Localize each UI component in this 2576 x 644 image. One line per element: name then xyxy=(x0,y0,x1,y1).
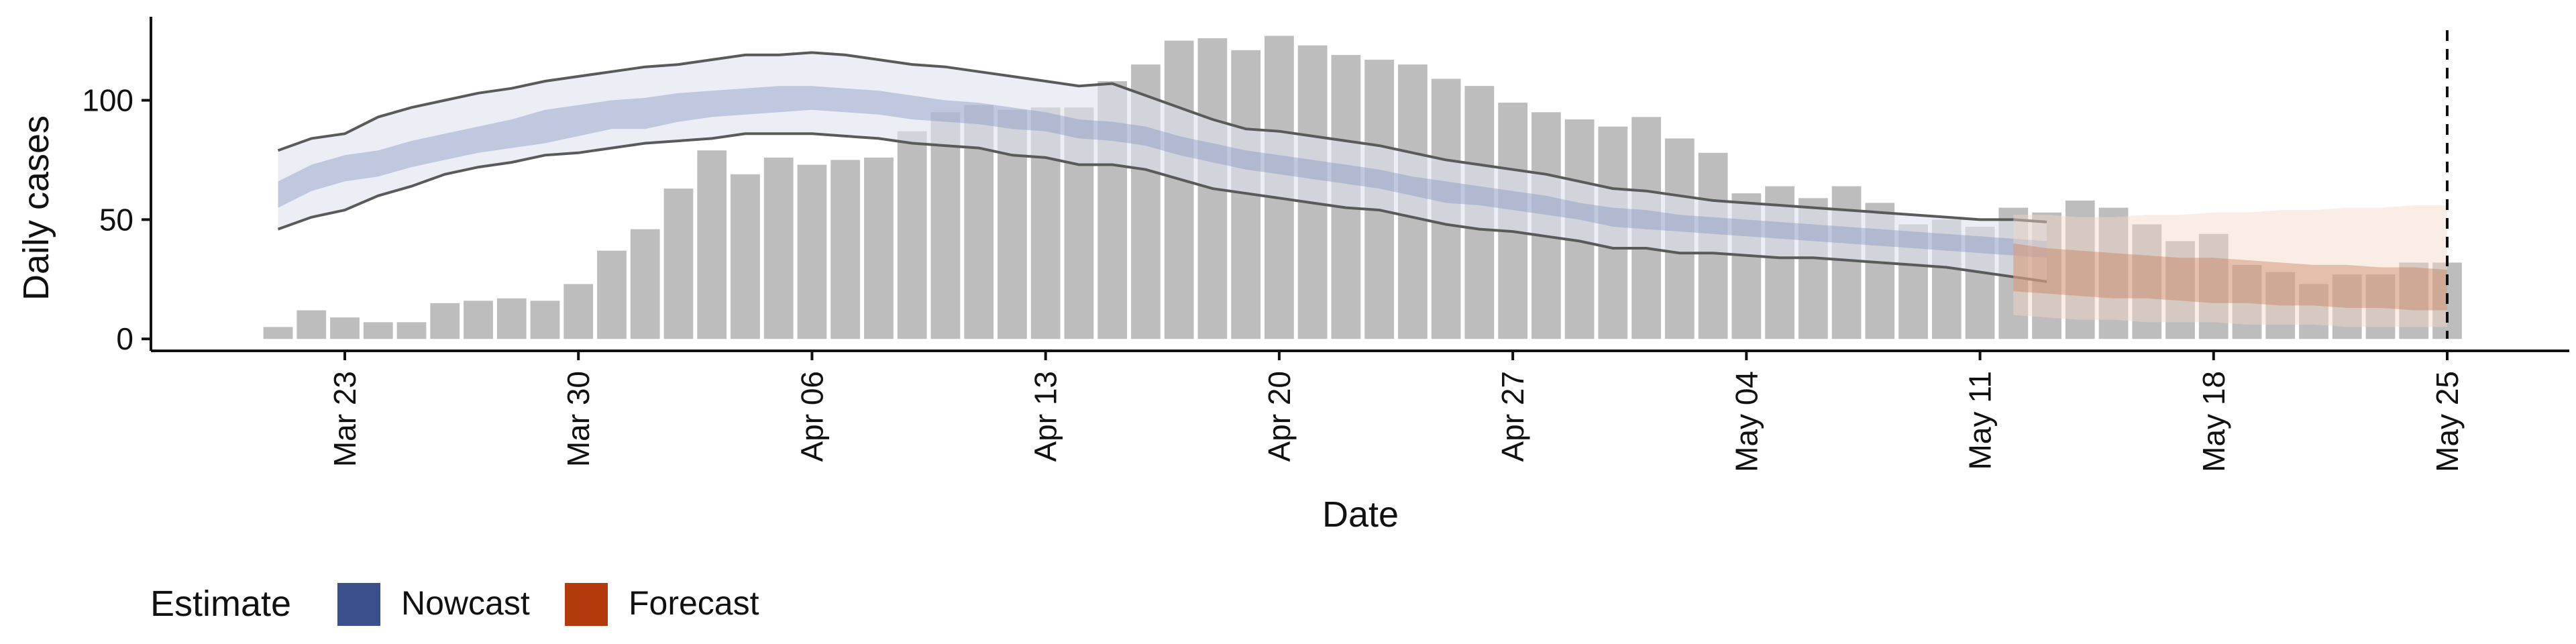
bar xyxy=(630,229,660,339)
bar xyxy=(2165,241,2195,339)
nowcast-band-50 xyxy=(278,86,2047,258)
bar xyxy=(530,301,560,339)
legend-label-forecast: Forecast xyxy=(629,584,759,622)
bar xyxy=(597,250,627,339)
bar xyxy=(697,150,727,339)
bar xyxy=(897,131,927,339)
y-tick-label: 50 xyxy=(99,202,133,237)
x-tick-label: May 18 xyxy=(2196,371,2231,472)
bar xyxy=(864,157,894,339)
bar xyxy=(2065,200,2095,339)
bar xyxy=(763,157,794,339)
x-tick-label: Apr 20 xyxy=(1262,371,1297,462)
bar xyxy=(2365,274,2396,339)
bar xyxy=(496,298,527,339)
bar xyxy=(830,160,861,339)
y-tick-label: 0 xyxy=(116,321,133,356)
bar xyxy=(2232,264,2262,339)
bar xyxy=(731,174,760,339)
bar xyxy=(564,284,594,339)
forecast-band-50 xyxy=(2013,243,2447,311)
x-tick-label: Apr 06 xyxy=(794,371,829,462)
bar xyxy=(2198,233,2229,339)
x-tick-label: Apr 27 xyxy=(1495,371,1530,462)
bar xyxy=(363,322,393,339)
bands-layer xyxy=(277,30,2449,339)
legend-swatch-forecast xyxy=(565,583,608,626)
bar xyxy=(263,327,293,339)
x-tick-label: Mar 30 xyxy=(561,371,596,467)
bar xyxy=(930,112,961,339)
bar xyxy=(2265,272,2296,339)
x-tick-label: Apr 13 xyxy=(1028,371,1063,462)
x-tick-label: May 25 xyxy=(2430,371,2465,472)
legend-swatch-nowcast xyxy=(337,583,380,626)
bar xyxy=(396,322,427,339)
x-axis-label: Date xyxy=(1322,494,1399,535)
bar xyxy=(1164,40,1194,339)
bar xyxy=(2399,262,2429,339)
axes-layer: 0 50 100 Mar 23 Mar 30 Apr 06 Apr 13 Apr 20 Apr … xyxy=(82,17,2569,472)
bar xyxy=(663,189,694,339)
x-tick-label: May 04 xyxy=(1729,371,1764,472)
bar xyxy=(2132,224,2162,339)
legend-title: Estimate xyxy=(150,584,291,624)
nowcast-lower90-line xyxy=(277,132,2047,283)
bar xyxy=(297,310,327,339)
y-axis-label: Daily cases xyxy=(16,115,56,301)
bar xyxy=(330,317,360,339)
forecast-band-90 xyxy=(2013,205,2447,327)
bar xyxy=(2299,284,2328,339)
legend-label-nowcast: Nowcast xyxy=(401,584,530,622)
bar xyxy=(2332,274,2362,339)
x-tick-label: Mar 23 xyxy=(327,371,362,467)
bar xyxy=(464,301,493,339)
bar xyxy=(797,164,827,339)
bar xyxy=(430,303,460,339)
y-tick-label: 100 xyxy=(82,83,133,118)
nowcast-upper90-line xyxy=(277,51,2047,223)
legend: Estimate Nowcast Forecast xyxy=(150,583,759,626)
x-tick-label: May 11 xyxy=(1963,371,1998,470)
nowcast-band-90 xyxy=(278,52,2047,282)
bar xyxy=(2098,207,2129,339)
